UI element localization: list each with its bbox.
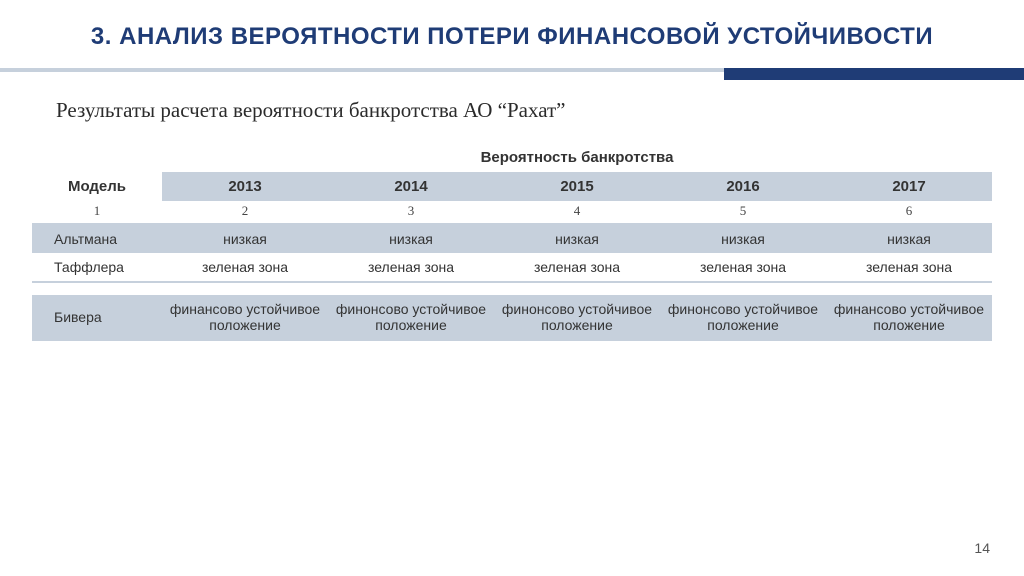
value-cell: финонсово устойчивое положение — [494, 295, 660, 340]
table-spacer — [32, 282, 992, 295]
header-year: 2017 — [826, 172, 992, 201]
model-cell: Таффлера — [32, 253, 162, 282]
value-cell: зеленая зона — [328, 253, 494, 282]
slide-title: 3. АНАЛИЗ ВЕРОЯТНОСТИ ПОТЕРИ ФИНАНСОВОЙ … — [30, 22, 994, 52]
index-cell: 3 — [328, 201, 494, 224]
index-cell: 6 — [826, 201, 992, 224]
header-year: 2014 — [328, 172, 494, 201]
header-blank — [32, 143, 162, 172]
value-cell: низкая — [494, 224, 660, 253]
table-row: Бивера финансово устойчивое положение фи… — [32, 295, 992, 340]
table-index-row: 1 2 3 4 5 6 — [32, 201, 992, 224]
table-row: Альтмана низкая низкая низкая низкая низ… — [32, 224, 992, 253]
index-cell: 1 — [32, 201, 162, 224]
index-cell: 2 — [162, 201, 328, 224]
value-cell: зеленая зона — [494, 253, 660, 282]
index-cell: 5 — [660, 201, 826, 224]
value-cell: низкая — [826, 224, 992, 253]
title-divider — [0, 62, 1024, 80]
divider-dark — [724, 68, 1024, 80]
value-cell: зеленая зона — [660, 253, 826, 282]
index-cell: 4 — [494, 201, 660, 224]
value-cell: финонсово устойчивое положение — [660, 295, 826, 340]
slide: 3. АНАЛИЗ ВЕРОЯТНОСТИ ПОТЕРИ ФИНАНСОВОЙ … — [0, 0, 1024, 576]
page-number: 14 — [974, 540, 990, 556]
model-cell: Альтмана — [32, 224, 162, 253]
header-year: 2013 — [162, 172, 328, 201]
value-cell: зеленая зона — [826, 253, 992, 282]
header-probability: Вероятность банкротства — [162, 143, 992, 172]
value-cell: низкая — [328, 224, 494, 253]
bankruptcy-table: Вероятность банкротства Модель 2013 2014… — [32, 143, 992, 341]
value-cell: финансово устойчивое положение — [826, 295, 992, 340]
header-year: 2015 — [494, 172, 660, 201]
slide-subtitle: Результаты расчета вероятности банкротст… — [56, 98, 994, 123]
value-cell: зеленая зона — [162, 253, 328, 282]
table-row: Таффлера зеленая зона зеленая зона зелен… — [32, 253, 992, 282]
value-cell: финансово устойчивое положение — [162, 295, 328, 340]
header-year: 2016 — [660, 172, 826, 201]
value-cell: низкая — [660, 224, 826, 253]
table-years-row: Модель 2013 2014 2015 2016 2017 — [32, 172, 992, 201]
value-cell: финонсово устойчивое положение — [328, 295, 494, 340]
model-cell: Бивера — [32, 295, 162, 340]
table-super-header-row: Вероятность банкротства — [32, 143, 992, 172]
header-model: Модель — [32, 172, 162, 201]
value-cell: низкая — [162, 224, 328, 253]
